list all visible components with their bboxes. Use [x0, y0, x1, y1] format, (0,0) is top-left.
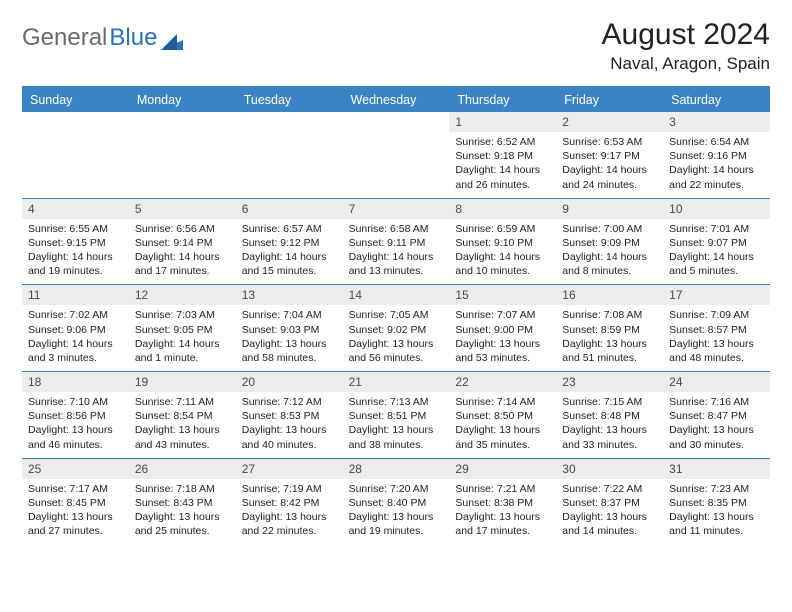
day-number: 5	[129, 199, 236, 219]
day-number	[129, 112, 236, 132]
day-content: Sunrise: 7:20 AM Sunset: 8:40 PM Dayligh…	[343, 479, 450, 545]
day-number: 19	[129, 372, 236, 392]
day-number: 16	[556, 285, 663, 305]
day-number: 9	[556, 199, 663, 219]
week-row: 11121314151617 Sunrise: 7:02 AM Sunset: 9…	[22, 284, 770, 371]
day-header: Tuesday	[236, 88, 343, 112]
day-content: Sunrise: 7:09 AM Sunset: 8:57 PM Dayligh…	[663, 305, 770, 371]
day-header: Wednesday	[343, 88, 450, 112]
day-content: Sunrise: 6:56 AM Sunset: 9:14 PM Dayligh…	[129, 219, 236, 285]
logo-flag-icon	[161, 29, 183, 45]
day-number: 23	[556, 372, 663, 392]
day-content: Sunrise: 7:13 AM Sunset: 8:51 PM Dayligh…	[343, 392, 450, 458]
day-number: 26	[129, 459, 236, 479]
day-number: 10	[663, 199, 770, 219]
day-content: Sunrise: 6:57 AM Sunset: 9:12 PM Dayligh…	[236, 219, 343, 285]
day-number: 6	[236, 199, 343, 219]
day-content: Sunrise: 6:53 AM Sunset: 9:17 PM Dayligh…	[556, 132, 663, 198]
day-content: Sunrise: 6:52 AM Sunset: 9:18 PM Dayligh…	[449, 132, 556, 198]
logo-text-blue: Blue	[109, 24, 157, 52]
day-number: 30	[556, 459, 663, 479]
day-number: 12	[129, 285, 236, 305]
header: GeneralBlue August 2024 Naval, Aragon, S…	[22, 18, 770, 74]
day-content: Sunrise: 7:18 AM Sunset: 8:43 PM Dayligh…	[129, 479, 236, 545]
day-content: Sunrise: 7:04 AM Sunset: 9:03 PM Dayligh…	[236, 305, 343, 371]
day-content: Sunrise: 7:10 AM Sunset: 8:56 PM Dayligh…	[22, 392, 129, 458]
day-content: Sunrise: 7:05 AM Sunset: 9:02 PM Dayligh…	[343, 305, 450, 371]
title-block: August 2024 Naval, Aragon, Spain	[602, 18, 770, 74]
day-content: Sunrise: 7:11 AM Sunset: 8:54 PM Dayligh…	[129, 392, 236, 458]
week-row: 25262728293031 Sunrise: 7:17 AM Sunset: 8…	[22, 458, 770, 545]
day-content: Sunrise: 7:08 AM Sunset: 8:59 PM Dayligh…	[556, 305, 663, 371]
day-number: 28	[343, 459, 450, 479]
day-content	[236, 132, 343, 198]
day-number: 7	[343, 199, 450, 219]
day-content: Sunrise: 7:07 AM Sunset: 9:00 PM Dayligh…	[449, 305, 556, 371]
day-content	[129, 132, 236, 198]
week-row: 18192021222324 Sunrise: 7:10 AM Sunset: 8…	[22, 371, 770, 458]
day-number: 4	[22, 199, 129, 219]
day-header: Monday	[129, 88, 236, 112]
week-row: 123 Sunrise: 6:52 AM Sunset: 9:18 PM Dayl…	[22, 112, 770, 198]
day-header: Friday	[556, 88, 663, 112]
day-content: Sunrise: 7:21 AM Sunset: 8:38 PM Dayligh…	[449, 479, 556, 545]
logo: GeneralBlue	[22, 18, 183, 52]
month-title: August 2024	[602, 18, 770, 52]
day-number: 13	[236, 285, 343, 305]
week-row: 45678910 Sunrise: 6:55 AM Sunset: 9:15 PM…	[22, 198, 770, 285]
day-content: Sunrise: 7:00 AM Sunset: 9:09 PM Dayligh…	[556, 219, 663, 285]
day-content: Sunrise: 7:03 AM Sunset: 9:05 PM Dayligh…	[129, 305, 236, 371]
day-number	[22, 112, 129, 132]
day-content: Sunrise: 7:14 AM Sunset: 8:50 PM Dayligh…	[449, 392, 556, 458]
day-number: 15	[449, 285, 556, 305]
day-number: 22	[449, 372, 556, 392]
day-number: 1	[449, 112, 556, 132]
day-content: Sunrise: 6:59 AM Sunset: 9:10 PM Dayligh…	[449, 219, 556, 285]
day-number: 2	[556, 112, 663, 132]
day-number: 21	[343, 372, 450, 392]
day-number: 3	[663, 112, 770, 132]
day-number: 27	[236, 459, 343, 479]
day-header: Sunday	[22, 88, 129, 112]
logo-text-gray: General	[22, 24, 107, 52]
day-content: Sunrise: 7:17 AM Sunset: 8:45 PM Dayligh…	[22, 479, 129, 545]
day-number: 24	[663, 372, 770, 392]
day-number: 14	[343, 285, 450, 305]
day-content: Sunrise: 6:58 AM Sunset: 9:11 PM Dayligh…	[343, 219, 450, 285]
day-number: 20	[236, 372, 343, 392]
day-content: Sunrise: 7:01 AM Sunset: 9:07 PM Dayligh…	[663, 219, 770, 285]
calendar: SundayMondayTuesdayWednesdayThursdayFrid…	[22, 86, 770, 544]
day-header: Thursday	[449, 88, 556, 112]
day-content: Sunrise: 6:54 AM Sunset: 9:16 PM Dayligh…	[663, 132, 770, 198]
day-content: Sunrise: 6:55 AM Sunset: 9:15 PM Dayligh…	[22, 219, 129, 285]
day-content: Sunrise: 7:19 AM Sunset: 8:42 PM Dayligh…	[236, 479, 343, 545]
day-header: Saturday	[663, 88, 770, 112]
day-number	[236, 112, 343, 132]
day-number: 8	[449, 199, 556, 219]
calendar-page: GeneralBlue August 2024 Naval, Aragon, S…	[0, 0, 792, 544]
day-number: 25	[22, 459, 129, 479]
day-number: 31	[663, 459, 770, 479]
day-content: Sunrise: 7:16 AM Sunset: 8:47 PM Dayligh…	[663, 392, 770, 458]
day-content	[22, 132, 129, 198]
day-content: Sunrise: 7:22 AM Sunset: 8:37 PM Dayligh…	[556, 479, 663, 545]
day-number: 11	[22, 285, 129, 305]
day-content: Sunrise: 7:02 AM Sunset: 9:06 PM Dayligh…	[22, 305, 129, 371]
day-number: 17	[663, 285, 770, 305]
day-number: 29	[449, 459, 556, 479]
day-header-row: SundayMondayTuesdayWednesdayThursdayFrid…	[22, 88, 770, 112]
day-content: Sunrise: 7:12 AM Sunset: 8:53 PM Dayligh…	[236, 392, 343, 458]
day-content	[343, 132, 450, 198]
day-number	[343, 112, 450, 132]
day-content: Sunrise: 7:23 AM Sunset: 8:35 PM Dayligh…	[663, 479, 770, 545]
location: Naval, Aragon, Spain	[602, 54, 770, 74]
day-number: 18	[22, 372, 129, 392]
day-content: Sunrise: 7:15 AM Sunset: 8:48 PM Dayligh…	[556, 392, 663, 458]
